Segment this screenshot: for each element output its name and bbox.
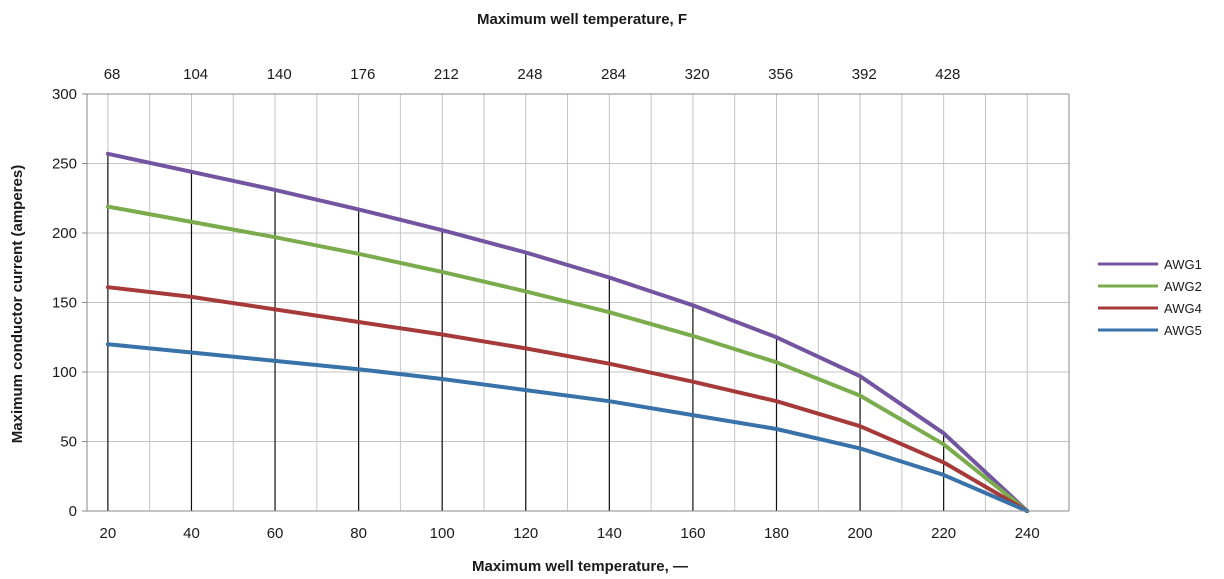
x-tick-label: 140 xyxy=(597,525,622,542)
x-tick-label: 160 xyxy=(680,525,705,542)
top-tick-label: 140 xyxy=(267,66,292,83)
legend-label-awg4: AWG4 xyxy=(1164,301,1202,316)
top-tick-label: 176 xyxy=(350,66,375,83)
x-tick-labels: 20 40 60 80 100 120 140 160 180 200 220 240 xyxy=(100,525,1040,542)
y-tick-label: 150 xyxy=(52,295,77,312)
top-tick-label: 68 xyxy=(104,66,121,83)
top-tick-label: 104 xyxy=(183,66,208,83)
x-tick-label: 220 xyxy=(931,525,956,542)
y-tick-label: 0 xyxy=(69,503,77,520)
top-tick-label: 356 xyxy=(768,66,793,83)
series-line-awg1 xyxy=(105,151,1030,513)
top-tick-label: 212 xyxy=(434,66,459,83)
x-tick-label: 40 xyxy=(183,525,200,542)
top-tick-label: 428 xyxy=(935,66,960,83)
x-tick-label: 240 xyxy=(1015,525,1040,542)
drop-lines xyxy=(107,153,945,511)
legend-label-awg1: AWG1 xyxy=(1164,257,1202,272)
x-tick-label: 80 xyxy=(350,525,367,542)
y-tick-label: 200 xyxy=(52,225,77,242)
top-tick-label: 320 xyxy=(685,66,710,83)
legend-label-awg5: AWG5 xyxy=(1164,323,1202,338)
series-lines xyxy=(105,151,1030,513)
y-tick-labels: 0 50 100 150 200 250 300 xyxy=(52,86,87,520)
x-tick-label: 120 xyxy=(513,525,538,542)
top-axis-title: Maximum well temperature, F xyxy=(477,11,687,28)
y-axis-title: Maximum conductor current (amperes) xyxy=(9,165,26,443)
y-tick-label: 300 xyxy=(52,86,77,103)
series-line-awg4 xyxy=(105,285,1030,513)
x-tick-label: 180 xyxy=(764,525,789,542)
series-line-awg5 xyxy=(105,342,1030,513)
top-tick-labels: 68 104 140 176 212 248 284 320 356 392 428 xyxy=(104,66,961,83)
x-tick-label: 20 xyxy=(100,525,117,542)
legend-label-awg2: AWG2 xyxy=(1164,279,1202,294)
y-tick-label: 100 xyxy=(52,364,77,381)
x-tick-label: 100 xyxy=(430,525,455,542)
top-tick-label: 392 xyxy=(852,66,877,83)
legend: AWG1 AWG2 AWG4 AWG5 xyxy=(1098,257,1202,338)
series-line-awg2 xyxy=(105,204,1030,513)
y-tick-label: 50 xyxy=(60,434,77,451)
top-tick-label: 284 xyxy=(601,66,626,83)
x-tick-label: 200 xyxy=(848,525,873,542)
y-tick-label: 250 xyxy=(52,156,77,173)
top-tick-label: 248 xyxy=(517,66,542,83)
x-tick-label: 60 xyxy=(267,525,284,542)
x-axis-title: Maximum well temperature, — xyxy=(472,558,688,575)
